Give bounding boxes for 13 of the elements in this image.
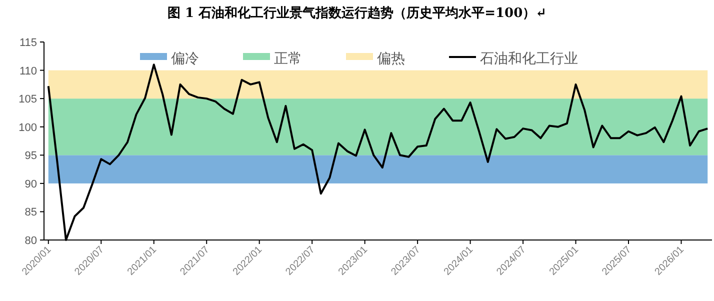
y-tick-label: 85 bbox=[24, 206, 37, 219]
legend-label: 正常 bbox=[274, 50, 302, 66]
y-tick-label: 115 bbox=[19, 37, 37, 49]
y-tick-label: 105 bbox=[18, 94, 37, 106]
legend-label: 偏热 bbox=[377, 50, 405, 66]
chart-title: 图 1 石油和化工行业景气指数运行趋势（历史平均水平=100）↵ bbox=[167, 5, 547, 21]
y-tick-label: 100 bbox=[18, 122, 37, 134]
y-tick-label: 110 bbox=[19, 65, 37, 78]
legend-label: 石油和化工行业 bbox=[480, 50, 578, 66]
y-tick-label: 80 bbox=[24, 235, 37, 247]
legend-label: 偏冷 bbox=[171, 50, 199, 66]
y-tick-label: 95 bbox=[24, 150, 37, 162]
y-tick-label: 90 bbox=[24, 178, 37, 190]
